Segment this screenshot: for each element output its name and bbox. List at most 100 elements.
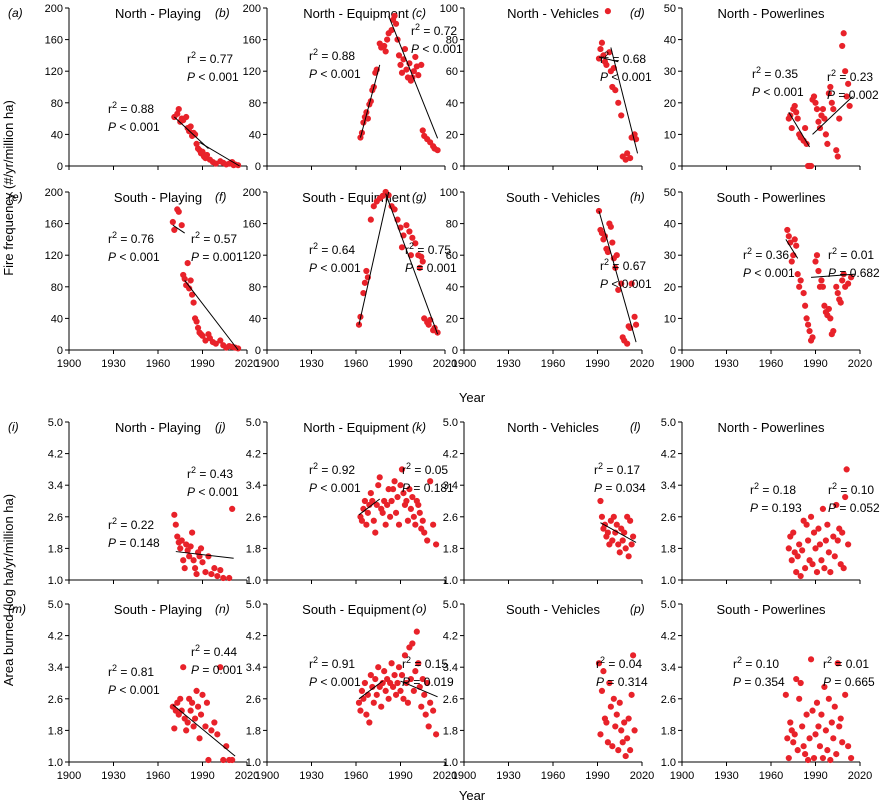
y-tick-label: 4.2 [443,449,458,461]
data-point [197,711,205,718]
r2-annotation: r2 = 0.35 [752,65,798,81]
data-point [815,525,822,532]
data-point [794,271,801,278]
x-tick-label: 1990 [190,358,214,370]
data-point [373,501,380,509]
y-tick-label: 3.4 [443,480,458,492]
data-point [830,533,837,540]
data-point [392,509,400,516]
data-point [407,675,414,683]
data-point [367,216,374,223]
panel-l: 1.0 1.8 2.6 3.4 4.2 5.0 (l) North - Powerlines r… [630,417,880,587]
data-point [189,291,196,298]
data-point [364,509,371,516]
y-tick-label: 20 [664,282,676,294]
data-point [603,719,610,726]
data-point [372,529,379,536]
data-point [418,525,425,532]
data-point [810,93,818,100]
data-point [424,679,431,687]
panel-d: 0 10 20 30 40 50 (d) North - Powerlines r2 = 0.3… [630,3,879,173]
data-point [845,280,852,287]
data-point [621,719,628,726]
data-point [615,99,622,106]
data-point [834,290,841,297]
y-tick-label: 0 [670,345,676,357]
data-point [627,155,634,162]
data-point [389,486,397,493]
data-point [199,559,206,566]
y-tick-label: 0 [57,345,63,357]
data-point [375,482,382,489]
y-tick-label: 20 [446,313,458,325]
panel-m: 1.0 1.8 2.6 3.4 4.2 5.0 1900 1930 1960 1990 2020 (m… [8,599,259,782]
trend-line [358,498,381,516]
data-point [418,703,425,710]
data-point [181,275,188,282]
data-point [815,118,822,125]
y-tick-label: 40 [664,219,676,231]
x-tick-label: 1930 [714,770,738,782]
data-point [363,521,370,528]
r2-annotation: r2 = 0.44 [191,643,237,659]
data-point [827,756,834,764]
data-point [388,497,395,505]
data-point [415,660,422,667]
data-point [827,315,834,322]
p-value-annotation: P < 0.001 [411,42,463,56]
data-point [425,723,432,730]
data-point [821,115,828,122]
y-tick-label: 5.0 [246,599,261,611]
data-point [833,501,840,509]
data-point [842,691,849,698]
data-point [830,106,837,113]
x-tick-label: 1960 [541,358,565,370]
trend-line [385,193,439,335]
data-point [618,727,625,734]
y-tick-label: 1.8 [48,725,63,737]
p-value-annotation: P = 0.148 [108,536,160,550]
y-tick-label: 80 [249,282,261,294]
data-point [398,244,406,251]
r2-annotation: r2 = 0.43 [187,465,233,481]
data-point [211,565,218,572]
panel-n: 1.0 1.8 2.6 3.4 4.2 5.0 1900 1930 1960 1990 2020 (n… [215,599,457,782]
y-tick-label: 100 [440,187,458,199]
data-point [421,315,428,322]
data-point [223,743,230,750]
r2-annotation: r2 = 0.91 [309,655,355,671]
data-point [791,731,798,738]
data-point [791,102,798,110]
trend-line [358,191,390,325]
x-tick-label: 1900 [255,358,279,370]
data-point [416,264,423,271]
y-tick-label: 200 [45,187,63,199]
data-point [828,99,835,106]
data-point [624,513,631,520]
data-point [403,222,410,229]
data-point [214,731,221,738]
data-point [177,695,184,702]
data-point [630,652,637,659]
data-point [616,549,623,556]
data-point [784,226,791,234]
y-tick-label: 80 [446,219,458,231]
data-point [413,628,420,635]
data-point [600,668,607,675]
p-value-annotation: P = 0.019 [402,675,454,689]
data-point [616,699,623,706]
data-point [187,123,194,130]
data-point [395,521,403,528]
data-point [791,236,798,243]
panel-label: (k) [412,420,426,434]
r2-annotation: r2 = 0.67 [600,257,646,273]
y-tick-label: 1.8 [48,543,63,555]
data-point [807,513,815,520]
data-point [361,279,368,286]
data-point [406,644,413,651]
data-point [822,727,829,734]
y-tick-label: 3.4 [443,662,458,674]
data-point [606,541,613,548]
data-point [822,537,829,544]
data-point [384,675,391,683]
